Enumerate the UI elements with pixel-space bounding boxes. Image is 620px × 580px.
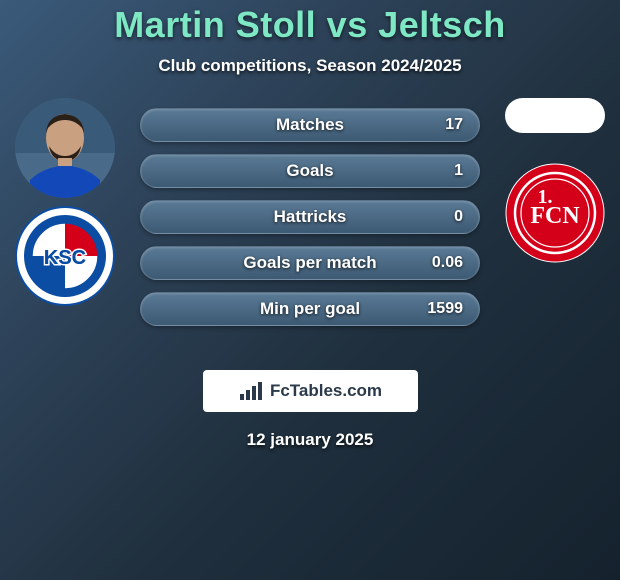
stat-label: Min per goal <box>260 299 360 319</box>
right-club-logo: 1. FCN <box>505 163 605 263</box>
svg-text:FCN: FCN <box>530 203 580 229</box>
infographic-container: Martin Stoll vs Jeltsch Club competition… <box>0 0 620 580</box>
stat-value-right: 17 <box>445 116 463 134</box>
stat-value-right: 0.06 <box>432 254 463 272</box>
date-text: 12 january 2025 <box>0 430 620 450</box>
content-area: KSC KSC 1. FCN Matches 17 <box>0 98 620 358</box>
ksc-logo-svg: KSC KSC <box>15 206 115 306</box>
stats-list: Matches 17 Goals 1 Hattricks 0 Goals per… <box>140 108 480 338</box>
stat-value-right: 1599 <box>427 300 463 318</box>
left-player-photo <box>15 98 115 198</box>
stat-row-goals-per-match: Goals per match 0.06 <box>140 246 480 280</box>
stat-row-matches: Matches 17 <box>140 108 480 142</box>
bars-icon <box>238 380 264 402</box>
stat-value-right: 1 <box>454 162 463 180</box>
subtitle: Club competitions, Season 2024/2025 <box>0 56 620 76</box>
stat-row-min-per-goal: Min per goal 1599 <box>140 292 480 326</box>
left-club-logo: KSC KSC <box>15 206 115 306</box>
stat-label: Matches <box>276 115 344 135</box>
svg-text:KSC: KSC <box>44 247 86 269</box>
left-player-column: KSC KSC <box>10 98 120 306</box>
stat-label: Hattricks <box>274 207 347 227</box>
stat-row-goals: Goals 1 <box>140 154 480 188</box>
page-title: Martin Stoll vs Jeltsch <box>0 4 620 46</box>
brand-box: FcTables.com <box>203 370 418 412</box>
brand-text: FcTables.com <box>270 381 382 401</box>
player-avatar-svg <box>15 98 115 198</box>
right-player-photo-placeholder <box>505 98 605 133</box>
stat-label: Goals per match <box>243 253 376 273</box>
right-player-column: 1. FCN <box>500 98 610 263</box>
stat-row-hattricks: Hattricks 0 <box>140 200 480 234</box>
stat-value-right: 0 <box>454 208 463 226</box>
stat-label: Goals <box>286 161 333 181</box>
fcn-logo-svg: 1. FCN <box>505 163 605 263</box>
